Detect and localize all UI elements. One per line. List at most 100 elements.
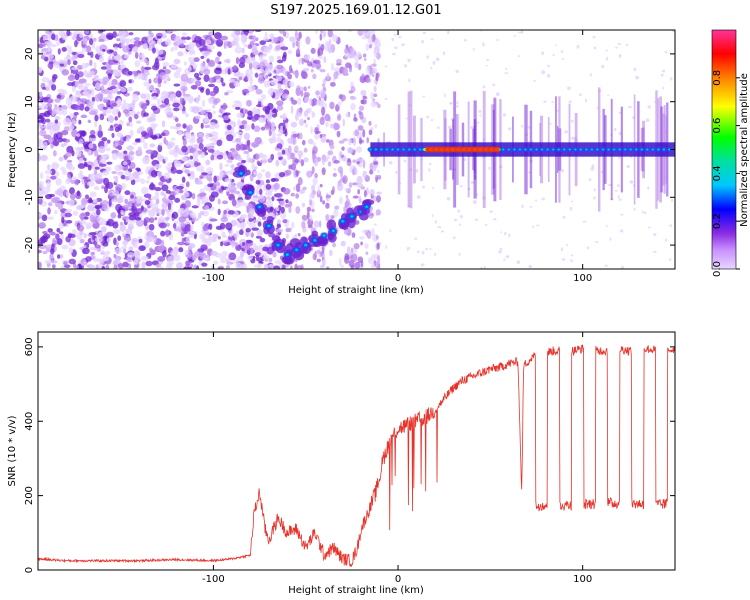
heat-cell xyxy=(286,71,291,76)
heat-cell xyxy=(103,88,109,95)
heat-cell xyxy=(276,136,282,143)
carrier-blob xyxy=(400,146,408,153)
heat-cell xyxy=(74,40,78,48)
heat-cell xyxy=(275,159,280,167)
spectrogram-x-axis: -100 0 100 xyxy=(202,30,592,284)
heat-cell xyxy=(120,87,127,93)
heat-cell xyxy=(391,52,396,56)
heat-cell xyxy=(167,202,172,211)
heat-cell xyxy=(165,139,169,146)
heat-cell xyxy=(266,69,271,75)
heat-cell xyxy=(276,105,284,111)
heat-cell xyxy=(110,61,116,65)
heat-cell xyxy=(252,243,258,251)
heat-cell xyxy=(426,55,430,59)
heat-cell xyxy=(38,222,47,229)
heat-cell xyxy=(268,131,272,137)
heat-cell xyxy=(165,216,170,221)
heat-cell xyxy=(278,30,285,34)
heat-cell xyxy=(475,218,478,221)
heat-cell xyxy=(148,42,152,51)
heat-cell xyxy=(344,47,349,54)
heat-cell xyxy=(453,218,458,222)
heat-cell xyxy=(398,36,402,39)
heat-cell xyxy=(614,189,619,192)
heat-cell xyxy=(443,93,446,98)
heat-cell xyxy=(127,71,133,76)
y-tick-label: 0 xyxy=(24,567,35,573)
heat-cell xyxy=(102,170,110,176)
heat-cell xyxy=(285,227,291,233)
y-tick-label: 10 xyxy=(24,95,35,108)
heat-cell xyxy=(332,242,337,248)
heat-cell xyxy=(53,209,58,215)
x-tick-label: 100 xyxy=(573,574,592,585)
heat-cell xyxy=(265,74,269,79)
heat-cell xyxy=(353,117,358,122)
heat-cell xyxy=(295,183,301,193)
heat-cell xyxy=(294,145,300,152)
heat-cell xyxy=(61,169,68,175)
heat-cell xyxy=(156,73,160,78)
heat-cell xyxy=(604,264,608,267)
ridge-core xyxy=(263,221,274,230)
heat-cell xyxy=(261,53,267,57)
heat-cell xyxy=(46,181,52,188)
heat-cell xyxy=(376,195,381,203)
heat-cell xyxy=(361,73,365,78)
heat-cell xyxy=(541,51,545,55)
heat-cell xyxy=(340,264,344,269)
heat-cell xyxy=(157,82,162,88)
carrier-blob xyxy=(627,146,635,153)
heat-cell xyxy=(367,232,371,237)
heat-cell xyxy=(94,204,102,209)
heat-cell xyxy=(290,221,295,229)
heat-cell xyxy=(416,195,421,199)
heat-cell xyxy=(94,119,98,128)
heat-cell xyxy=(361,229,368,234)
carrier-blob xyxy=(383,146,391,153)
heat-cell xyxy=(626,165,631,168)
heat-cell xyxy=(529,205,533,208)
y-tick-label: 20 xyxy=(24,48,35,61)
heat-cell xyxy=(101,200,109,206)
heat-cell xyxy=(103,99,109,104)
heat-cell xyxy=(184,200,191,208)
carrier-blob xyxy=(654,146,662,153)
heat-cell xyxy=(349,47,356,57)
carrier-blob xyxy=(582,146,590,153)
heat-cell xyxy=(647,226,652,229)
heat-cell xyxy=(353,165,357,175)
heat-cell xyxy=(268,55,275,63)
heat-cell xyxy=(664,238,667,242)
heat-cell xyxy=(498,250,502,254)
heat-cell xyxy=(155,263,162,268)
heat-cell xyxy=(300,264,304,269)
heat-cell xyxy=(484,223,488,226)
heat-cell xyxy=(151,202,159,211)
heat-cell xyxy=(294,158,300,164)
heat-cell xyxy=(50,84,57,91)
heat-cell xyxy=(220,241,224,247)
heat-cell xyxy=(93,186,100,191)
heat-cell xyxy=(226,58,231,64)
heat-cell xyxy=(157,244,165,252)
heat-cell xyxy=(183,95,188,101)
heat-cell xyxy=(150,196,158,201)
heat-cell xyxy=(302,68,310,72)
heat-cell xyxy=(326,266,330,269)
heat-cell xyxy=(169,91,175,95)
carrier-blob xyxy=(394,146,402,153)
heat-cell xyxy=(106,64,112,73)
heat-cell xyxy=(111,107,119,116)
heat-cell xyxy=(163,193,167,201)
heat-cell xyxy=(306,206,312,212)
heat-cell xyxy=(227,68,231,75)
heat-cell xyxy=(84,148,90,153)
heat-cell xyxy=(257,100,262,107)
heat-cell xyxy=(223,209,227,215)
heat-cell xyxy=(150,113,156,119)
heat-cell xyxy=(200,122,204,129)
heat-cell xyxy=(375,72,379,82)
heat-cell xyxy=(121,103,126,111)
